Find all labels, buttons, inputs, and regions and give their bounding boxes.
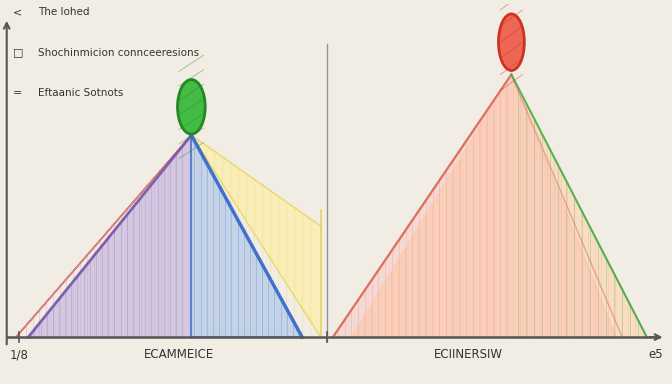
Polygon shape [511, 74, 647, 337]
Polygon shape [333, 74, 616, 337]
Polygon shape [28, 135, 192, 337]
Text: ECIINERSIW: ECIINERSIW [434, 348, 503, 361]
Text: □: □ [13, 48, 24, 58]
Text: <: < [13, 7, 23, 17]
Polygon shape [333, 74, 511, 337]
Text: e5: e5 [648, 348, 663, 361]
Text: 1/8: 1/8 [10, 348, 29, 361]
Text: =: = [13, 88, 23, 98]
Polygon shape [351, 74, 647, 337]
Text: Eftaanic Sotnots: Eftaanic Sotnots [38, 88, 124, 98]
Text: ECAMMEICE: ECAMMEICE [144, 348, 214, 361]
Polygon shape [192, 135, 321, 337]
Polygon shape [16, 135, 192, 337]
Ellipse shape [499, 14, 524, 71]
Text: The lohed: The lohed [38, 7, 90, 17]
Ellipse shape [177, 79, 205, 134]
Text: Shochinmicion connceeresions: Shochinmicion connceeresions [38, 48, 200, 58]
Polygon shape [192, 135, 302, 337]
